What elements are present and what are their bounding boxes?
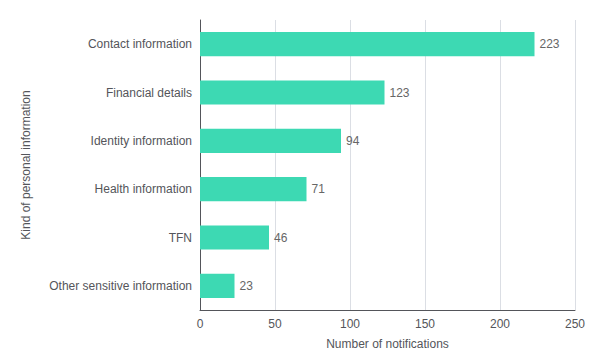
svg-text:123: 123 [390, 86, 410, 100]
svg-text:71: 71 [312, 182, 326, 196]
svg-text:23: 23 [240, 279, 254, 293]
svg-text:Health information: Health information [95, 182, 192, 196]
svg-text:0: 0 [197, 317, 204, 331]
svg-text:223: 223 [540, 37, 560, 51]
svg-text:Contact information: Contact information [88, 37, 192, 51]
svg-text:94: 94 [346, 134, 360, 148]
svg-text:100: 100 [340, 317, 360, 331]
svg-text:200: 200 [490, 317, 510, 331]
svg-text:Kind of personal information: Kind of personal information [19, 90, 33, 239]
svg-text:TFN: TFN [169, 231, 192, 245]
svg-text:50: 50 [268, 317, 282, 331]
svg-text:Financial details: Financial details [106, 86, 192, 100]
svg-text:250: 250 [565, 317, 585, 331]
svg-text:Identity information: Identity information [91, 134, 192, 148]
svg-text:46: 46 [274, 231, 288, 245]
svg-text:Number of notifications: Number of notifications [326, 337, 449, 351]
svg-text:150: 150 [415, 317, 435, 331]
svg-text:Other sensitive information: Other sensitive information [49, 279, 192, 293]
